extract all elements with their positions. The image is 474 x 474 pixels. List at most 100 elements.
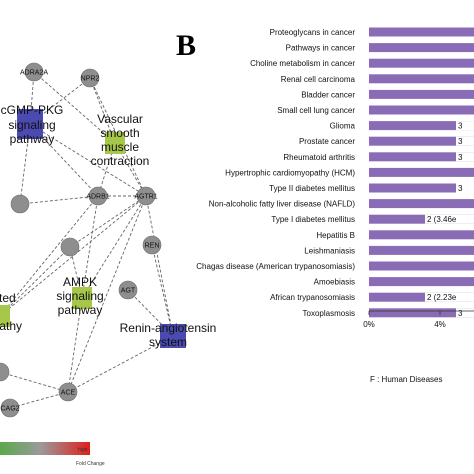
pathway-label-line: signaling xyxy=(56,289,103,303)
category-label: Pathways in cancer xyxy=(286,44,356,53)
pathway-label-line: contraction xyxy=(91,154,150,168)
gene-node-cag2: CAG2 xyxy=(0,398,20,418)
gene-node-adra2a: ADRA2A xyxy=(20,62,48,82)
network-edge xyxy=(69,195,147,248)
gene-node-label: CAG2 xyxy=(0,406,19,413)
category-label: Glioma xyxy=(330,122,356,131)
category-label: Non-alcoholic fatty liver disease (NAFLD… xyxy=(209,200,356,209)
value-label-bg xyxy=(456,183,474,193)
network-edge xyxy=(33,71,116,144)
network-edge xyxy=(9,391,69,409)
pathway-label-line: pathway xyxy=(58,303,103,317)
gene-node-label: AGT xyxy=(121,288,136,295)
network-edge xyxy=(127,289,174,337)
gene-node-label: ADRB1 xyxy=(86,194,109,201)
gene-node-circle xyxy=(118,280,138,300)
pathway-label-line: opathy xyxy=(0,319,22,333)
bar xyxy=(369,121,474,131)
bar xyxy=(369,167,474,177)
category-label: Hypertrophic cardiomyopathy (HCM) xyxy=(225,168,355,177)
network-edges xyxy=(0,71,174,409)
network-edge xyxy=(81,195,147,299)
gene-nodes: ADRA2A NPR2 ADRB1 AGTR1 REN AGT ACE CAG2 xyxy=(0,62,162,418)
value-label: 3 xyxy=(458,122,463,131)
category-label: Renal cell carcinoma xyxy=(281,75,356,84)
bar xyxy=(369,27,474,37)
bar xyxy=(369,277,474,287)
network-edge xyxy=(29,123,147,197)
gene-node-circle xyxy=(80,68,100,88)
pathway-label-line: signaling xyxy=(8,118,55,132)
network-edge xyxy=(151,244,174,337)
bar xyxy=(369,136,474,146)
pathway-label-line: muscle xyxy=(101,140,139,154)
gene-node-circle xyxy=(24,62,44,82)
bar xyxy=(369,261,474,271)
value-label-bg xyxy=(456,121,474,131)
x-tick-label-1: 4% xyxy=(434,320,446,329)
gene-node-circle xyxy=(88,186,108,206)
gene-node-npr2: NPR2 xyxy=(80,68,100,88)
pathway-node-ated: ated opathy xyxy=(0,291,22,333)
category-label: Amoebiasis xyxy=(314,278,355,287)
gene-node-label: REN xyxy=(145,243,160,250)
value-label-bg xyxy=(425,292,474,302)
category-label: Toxoplasmosis xyxy=(303,309,355,318)
category-label: Choline metabolism in cancer xyxy=(250,59,355,68)
gene-node-label: AGTR1 xyxy=(134,194,157,201)
network-edge xyxy=(67,297,83,393)
bar xyxy=(369,74,474,84)
bar xyxy=(369,214,474,224)
value-label: 3 xyxy=(458,309,463,318)
gene-node-circle xyxy=(60,237,80,257)
network-edge xyxy=(29,71,35,125)
network-edge xyxy=(0,246,71,317)
fold-change-legend: high Fold Change xyxy=(0,442,105,467)
gene-node-n1 xyxy=(10,194,30,214)
gene-node-label: ADRA2A xyxy=(20,70,48,77)
network-edge xyxy=(0,371,69,393)
pathway-label-line: ated xyxy=(0,291,16,305)
network-edge xyxy=(89,77,116,144)
bar xyxy=(369,89,474,99)
category-label: Proteoglycans in cancer xyxy=(270,28,356,37)
network-edge xyxy=(81,195,99,299)
network-edge xyxy=(19,123,31,205)
network-edge xyxy=(0,195,147,317)
network-edge xyxy=(69,246,83,299)
x-tick-label-0: 0% xyxy=(363,320,375,329)
gene-node-n2 xyxy=(60,237,80,257)
gene-node-circle xyxy=(0,362,10,382)
value-label: 3 xyxy=(458,137,463,146)
network-edge xyxy=(145,195,174,337)
gene-node-circle xyxy=(136,186,156,206)
category-label: African trypanosomiasis xyxy=(270,293,355,302)
value-label: 3 xyxy=(458,153,463,162)
value-label-bg xyxy=(456,136,474,146)
gene-node-circle xyxy=(58,382,78,402)
gene-node-agt: AGT xyxy=(118,280,138,300)
pathway-label-line: Vascular xyxy=(97,112,143,126)
gene-node-label: ACE xyxy=(61,390,76,397)
gene-node-agtr1: AGTR1 xyxy=(134,186,158,206)
gene-node-ren: REN xyxy=(142,235,162,255)
pathway-label-line: Renin-angiotensin xyxy=(120,321,217,335)
bar xyxy=(369,152,474,162)
value-label-bg xyxy=(456,152,474,162)
category-labels: Proteoglycans in cancer Pathways in cance… xyxy=(196,28,355,318)
network-edge xyxy=(0,195,99,317)
bar xyxy=(369,43,474,53)
category-label: Rheumatoid arthritis xyxy=(283,153,355,162)
category-label: Small cell lung cancer xyxy=(277,106,355,115)
bar xyxy=(369,199,474,209)
value-label: 2 (2.23e xyxy=(427,293,457,302)
bar xyxy=(369,230,474,240)
category-label: Bladder cancer xyxy=(301,90,355,99)
pathway-node-square xyxy=(17,109,43,139)
